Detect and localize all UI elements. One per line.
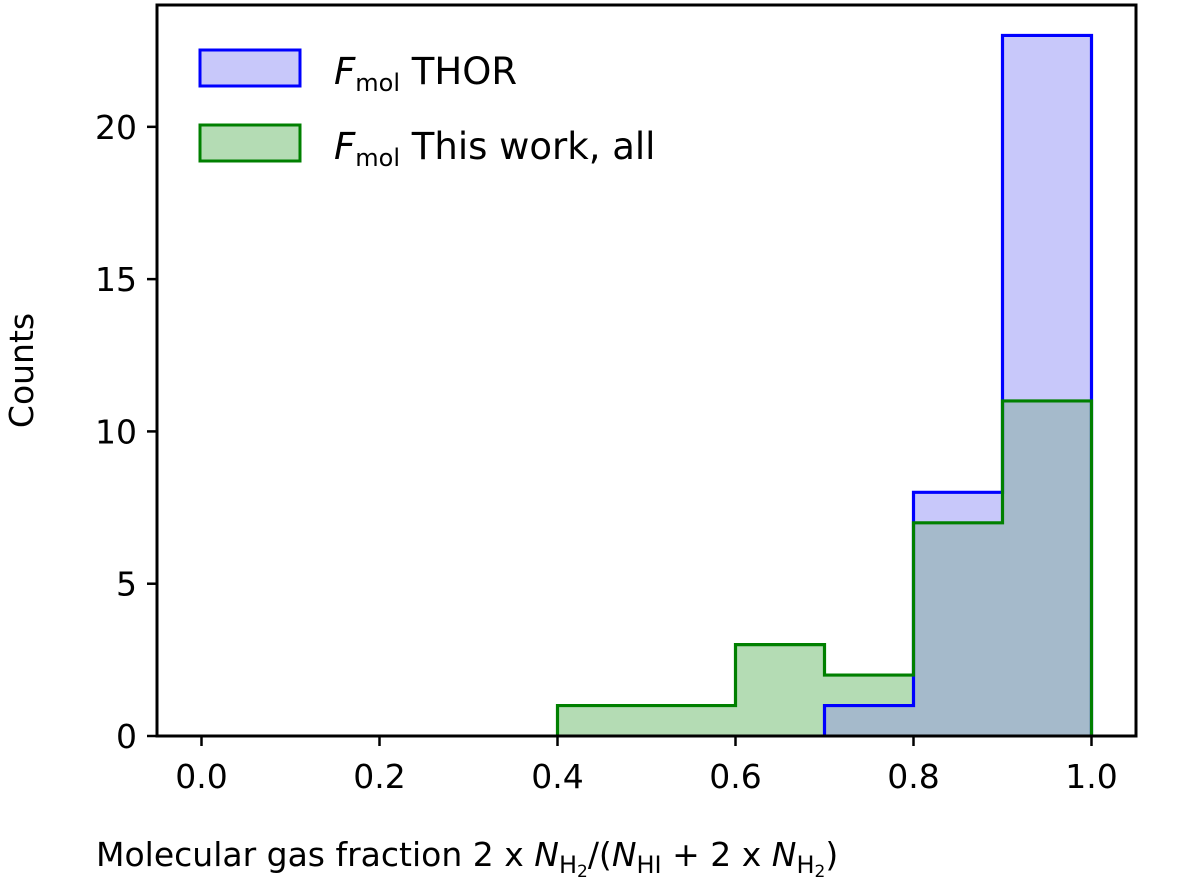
histogram-overlap: [824, 400, 1092, 736]
bar-overlap-bin-5: [1002, 400, 1092, 736]
x-tick-label: 0.6: [709, 757, 761, 796]
x-axis-label-mid: + 2 x: [662, 835, 772, 874]
x-tick-label: 0.8: [887, 757, 939, 796]
x-axis-label-n2: N: [612, 835, 637, 874]
x-axis-label-h2-b-sub: 2: [815, 862, 826, 882]
plot-frame: [155, 3, 1138, 738]
legend-label-thor: Fmol THOR: [334, 50, 517, 97]
bar-overlap-bin-4: [913, 522, 1003, 736]
x-axis-label-h2-b: H: [796, 851, 814, 879]
y-axis-label: Counts: [2, 313, 41, 428]
y-tick-label: 0: [116, 717, 137, 756]
bar-overlap-bin-3: [824, 705, 914, 736]
y-tick-label: 5: [116, 565, 137, 604]
bar-fill-series-1-bin-0: [557, 705, 647, 736]
legend-swatch-this-work: [198, 123, 302, 163]
histogram-outline-series-1: [555, 399, 1094, 736]
y-tick-label: 20: [95, 108, 137, 147]
x-axis-label: Molecular gas fraction 2 x NH2/(NHI + 2 …: [96, 835, 838, 882]
x-tick-label: 0.4: [531, 757, 583, 796]
bar-fill-series-1-bin-2: [735, 644, 825, 736]
y-axis-ticks: 0 5 10 15 20: [95, 108, 157, 756]
x-axis-label-open: /(: [588, 835, 612, 874]
bar-fill-series-1-bin-1: [646, 705, 736, 736]
x-axis-label-h2-a-sub: 2: [577, 862, 588, 882]
x-axis-label-n3: N: [772, 835, 797, 874]
x-tick-label: 1.0: [1065, 757, 1117, 796]
legend-label-this-work: Fmol This work, all: [334, 125, 655, 172]
x-axis-label-prefix: Molecular gas fraction 2 x: [96, 835, 534, 874]
histogram-outlines: [555, 33, 1094, 736]
legend-swatch-thor: [198, 48, 302, 88]
y-tick-label: 10: [95, 412, 137, 451]
x-axis-label-hi: HI: [637, 851, 662, 879]
x-axis-label-close: ): [825, 835, 838, 874]
x-axis-ticks: 0.0 0.2 0.4 0.6 0.8 1.0: [175, 736, 1118, 796]
legend: Fmol THOR Fmol This work, all: [198, 48, 655, 172]
x-axis-label-h2-a: H: [559, 851, 577, 879]
x-tick-label: 0.2: [353, 757, 405, 796]
x-tick-label: 0.0: [175, 757, 227, 796]
histogram-outline-series-0: [822, 33, 1094, 736]
x-axis-label-n1: N: [534, 835, 559, 874]
y-tick-label: 15: [95, 260, 137, 299]
